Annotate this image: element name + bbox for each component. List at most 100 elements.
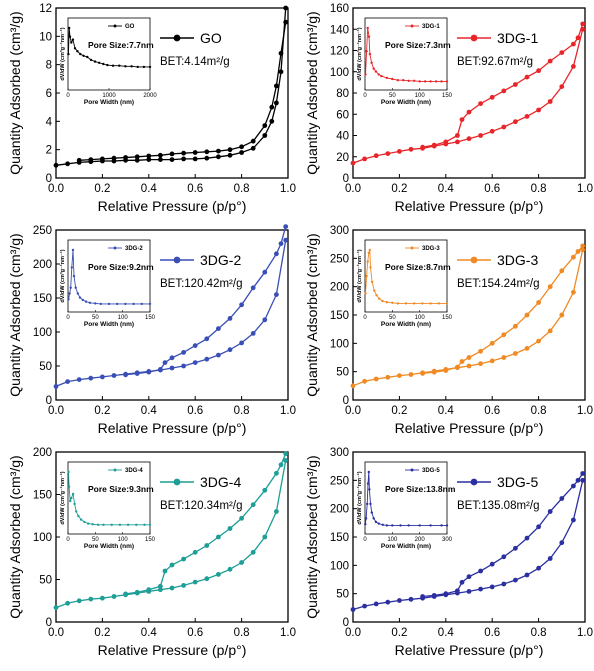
y-tick-label: 50 xyxy=(39,361,52,373)
legend-label: 3DG-3 xyxy=(497,252,538,268)
x-tick-label: 0.2 xyxy=(94,183,110,195)
inset-data-point xyxy=(96,523,100,526)
data-point xyxy=(274,83,279,89)
inset-data-point xyxy=(402,79,405,82)
legend-marker xyxy=(470,478,478,486)
y-tick-label: 200 xyxy=(330,282,349,294)
data-point xyxy=(65,161,70,167)
data-point xyxy=(278,462,284,468)
y-tick-label: 150 xyxy=(33,293,52,305)
data-point xyxy=(278,241,284,246)
inset-data-point xyxy=(71,248,75,252)
data-point xyxy=(283,224,289,229)
inset-legend-marker xyxy=(410,246,414,250)
y-axis-label: Quantity Adsorbed (cm³/g) xyxy=(304,455,320,618)
inset-data-point xyxy=(366,260,369,263)
inset-data-point xyxy=(385,524,389,527)
x-tick-label: 0.6 xyxy=(484,405,500,417)
data-point xyxy=(169,151,175,157)
y-axis-label: Quantity Adsorbed (cm³/g) xyxy=(7,11,23,174)
data-point xyxy=(250,502,256,508)
data-point xyxy=(278,69,284,75)
data-point xyxy=(181,363,187,369)
data-point xyxy=(227,347,233,353)
data-point xyxy=(250,138,256,144)
inset-series-line xyxy=(364,471,447,526)
inset-x-tick-label: 150 xyxy=(145,315,156,321)
inset-data-point xyxy=(381,299,384,303)
inset-data-point xyxy=(71,492,75,496)
pore-size-label: Pore Size:8.7nm xyxy=(385,262,451,272)
data-point xyxy=(513,82,518,87)
y-tick-label: 250 xyxy=(330,253,349,265)
data-point xyxy=(111,373,117,378)
data-point xyxy=(134,157,140,163)
bet-label: BET:120.34m²/g xyxy=(160,500,242,512)
data-point xyxy=(501,554,507,560)
data-point xyxy=(580,247,586,253)
inset-data-point xyxy=(377,522,380,525)
inset-data-point xyxy=(385,76,389,80)
inset-data-point xyxy=(404,302,408,305)
data-point xyxy=(100,595,105,601)
inset-data-point xyxy=(94,302,97,305)
data-point xyxy=(385,599,391,605)
data-point xyxy=(559,84,565,89)
bet-label: BET:154.24m²/g xyxy=(457,278,539,290)
y-axis-label: Quantity Adsorbed (cm³/g) xyxy=(304,11,320,174)
y-axis-label: Quantity Adsorbed (cm³/g) xyxy=(7,455,23,618)
inset-chart: 0 50 100 150 Pore Width (nm) dV/dW (cm³g⁻¹nm⁻… xyxy=(356,17,453,106)
data-point xyxy=(513,351,518,356)
y-tick-label: 0 xyxy=(343,173,349,185)
data-point xyxy=(274,292,279,297)
inset-data-point xyxy=(391,524,394,527)
inset-data-point xyxy=(418,80,421,83)
data-point xyxy=(111,594,117,599)
data-point xyxy=(204,543,210,548)
x-tick-label: 0.4 xyxy=(438,627,455,639)
inset-data-point xyxy=(364,517,368,520)
inset-data-point xyxy=(102,523,105,526)
data-point xyxy=(169,355,175,361)
inset-data-point xyxy=(124,65,127,68)
data-point xyxy=(250,285,256,291)
inset-data-point xyxy=(366,26,369,30)
legend-marker xyxy=(173,34,181,42)
data-point xyxy=(158,152,163,158)
inset-data-point xyxy=(102,62,105,66)
y-tick-label: 100 xyxy=(330,338,349,350)
data-point xyxy=(181,583,187,588)
inset-data-point xyxy=(81,298,85,302)
data-point xyxy=(478,348,483,354)
inset-x-tick-label: 1000 xyxy=(102,93,116,99)
inset-data-point xyxy=(68,35,72,38)
inset-data-point xyxy=(367,35,371,38)
inset-x-tick-label: 100 xyxy=(118,315,129,321)
data-point xyxy=(134,589,140,595)
inset-x-tick-label: 0 xyxy=(363,537,367,543)
data-point xyxy=(158,157,163,163)
x-tick-label: 0.6 xyxy=(484,627,500,639)
data-point xyxy=(262,317,268,323)
data-point xyxy=(489,128,495,134)
y-tick-label: 100 xyxy=(330,67,349,79)
inset-x-tick-label: 0 xyxy=(363,315,367,321)
inset-y-axis-label: dV/dW (cm³g⁻¹nm⁻¹) xyxy=(59,27,66,80)
data-point xyxy=(559,312,565,318)
inset-legend-marker xyxy=(410,24,414,28)
data-point xyxy=(524,535,530,541)
data-point xyxy=(204,576,210,582)
data-point xyxy=(547,556,553,561)
legend-label: 3DG-2 xyxy=(200,252,241,268)
inset-data-point xyxy=(79,518,83,521)
data-point xyxy=(216,326,221,331)
data-point xyxy=(227,526,233,531)
inset-data-point xyxy=(126,523,130,526)
inset-data-point xyxy=(413,302,416,305)
inset-x-tick-label: 0 xyxy=(66,315,70,321)
data-point xyxy=(169,365,175,371)
y-tick-label: 0 xyxy=(46,617,52,629)
data-point xyxy=(478,361,483,367)
data-point xyxy=(269,104,275,110)
inset-data-point xyxy=(111,64,115,67)
